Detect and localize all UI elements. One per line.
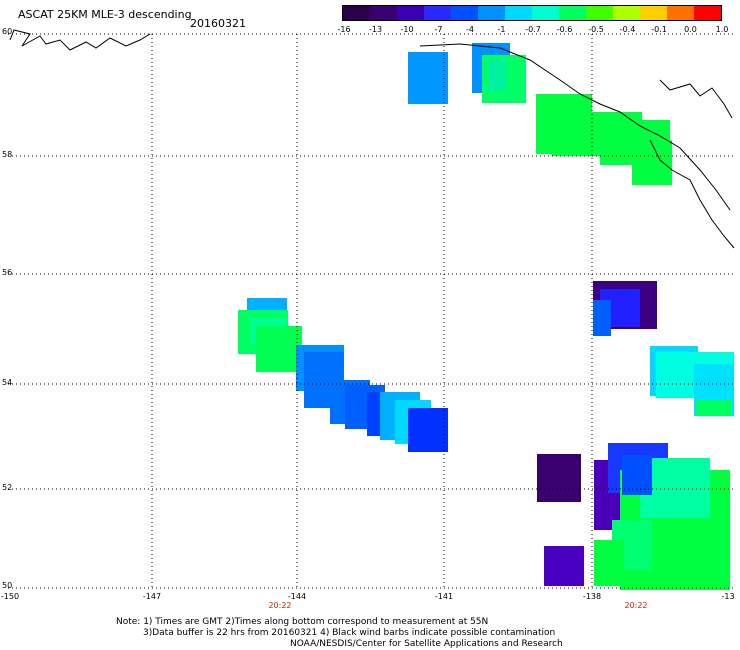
color-scale-swatch-12 [667, 6, 694, 20]
color-scale-label-3: -7 [434, 25, 443, 34]
color-scale-label-12: 1.0 [715, 25, 729, 34]
color-scale-label-4: -4 [466, 25, 474, 34]
lat-label-54: 54 [2, 378, 13, 387]
note-line-1: Note: 1) Times are GMT 2)Times along bot… [116, 617, 489, 627]
color-scale-swatch-0 [343, 6, 370, 20]
color-scale-swatch-9 [586, 6, 613, 20]
color-scale-swatch-3 [424, 6, 451, 20]
time-label-right: 20:22 [624, 601, 648, 610]
color-scale-label-6: -0.7 [525, 25, 541, 34]
color-scale-swatch-13 [694, 6, 721, 20]
color-scale-label-2: -10 [400, 25, 414, 34]
color-scale-swatch-2 [397, 6, 424, 20]
color-scale-swatch-11 [640, 6, 667, 20]
color-scale-label-9: -0.4 [619, 25, 636, 34]
color-scale-label-11: 0.0 [684, 25, 697, 34]
time-label-left: 20:22 [268, 601, 292, 610]
lon-label-147: -147 [142, 592, 162, 601]
lat-label-56: 56 [2, 268, 13, 277]
note-line-3: NOAA/NESDIS/Center for Satellite Applica… [290, 639, 563, 649]
color-scale-label-0: -16 [337, 25, 351, 34]
color-scale-swatch-10 [613, 6, 640, 20]
color-scale-swatch-6 [505, 6, 532, 20]
color-scale-bar [342, 5, 722, 21]
note-line-2: 3)Data buffer is 22 hrs from 20160321 4)… [143, 628, 556, 638]
wind-data-swaths [238, 43, 734, 590]
lat-lon-grid [8, 33, 734, 589]
color-scale-label-10: -0.1 [651, 25, 667, 34]
color-scale-label-1: -13 [368, 25, 383, 34]
coastline [9, 29, 735, 249]
lon-label-138: -138 [582, 592, 602, 601]
product-title: ASCAT 25KM MLE-3 descending [18, 8, 192, 21]
color-scale-label-8: -0.5 [588, 25, 604, 34]
lon-label-150: -150 [0, 592, 20, 601]
color-scale-label-7: -0.6 [556, 25, 573, 34]
lon-label-144: -144 [287, 592, 307, 601]
product-date: 20160321 [190, 17, 246, 30]
lat-label-58: 58 [2, 150, 13, 159]
lat-label-50: 50 [2, 581, 13, 590]
color-scale-swatch-5 [478, 6, 505, 20]
color-scale-swatch-4 [451, 6, 478, 20]
color-scale-label-5: -1 [497, 25, 506, 34]
lon-label-135: -13 [721, 592, 735, 601]
color-scale-swatch-1 [370, 6, 397, 20]
color-scale-swatch-8 [559, 6, 586, 20]
lon-label-141: -141 [434, 592, 454, 601]
color-scale-swatch-7 [532, 6, 559, 20]
lat-label-60: 60 [2, 27, 13, 36]
lat-label-52: 52 [2, 483, 13, 492]
